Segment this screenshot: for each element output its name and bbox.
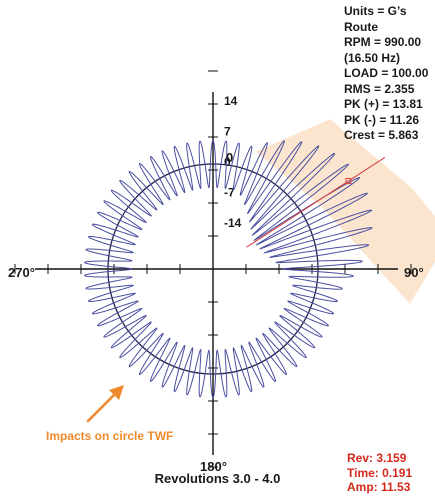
annotation-arrow-shaft [86,393,116,423]
angle-label-bottom: 180° [200,459,227,474]
cursor-marker [345,178,352,185]
waveform-trace [84,139,373,399]
impact-zone-highlight [255,119,435,304]
cursor-time: Time: 0.191 [347,465,413,480]
info-rpm: RPM = 990.00 [344,35,422,49]
info-pk-neg: PK (-) = 11.26 [344,112,420,127]
info-crest: Crest = 5.863 [344,128,419,142]
cursor-rev: Rev: 3.159 [347,451,407,465]
radial-tick-label: 14 [224,94,238,108]
radial-tick-label: 0 [224,155,231,169]
info-rms: RMS = 2.355 [344,81,415,96]
revolutions-label: Revolutions 3.0 - 4.0 [154,471,281,486]
info-hz: (16.50 Hz) [344,50,401,65]
angle-label-left: 270° [8,265,35,280]
radial-tick-label: 7 [224,125,231,139]
info-units: Units = G’s [344,4,407,18]
cursor-amp: Amp: 11.53 [347,480,411,494]
annotation-arrow-head [109,385,124,400]
cursor-line [246,156,386,248]
info-panel: Units = G’s Route RPM = 990.00 (16.50 Hz… [344,4,428,144]
reference-circle [107,163,319,375]
angle-label-right: 90° [404,265,424,280]
radial-tick-label: -14 [224,216,242,230]
info-pk-pos: PK (+) = 13.81 [344,97,423,111]
radial-tick-label: -7 [224,186,235,200]
info-load: LOAD = 100.00 [344,66,429,80]
angle-label-top: 0 [226,150,234,165]
info-route: Route [344,19,378,34]
impacts-annotation: Impacts on circle TWF [46,429,174,443]
cursor-readout: Rev: 3.159 Time: 0.191 Amp: 11.53 [347,451,412,495]
